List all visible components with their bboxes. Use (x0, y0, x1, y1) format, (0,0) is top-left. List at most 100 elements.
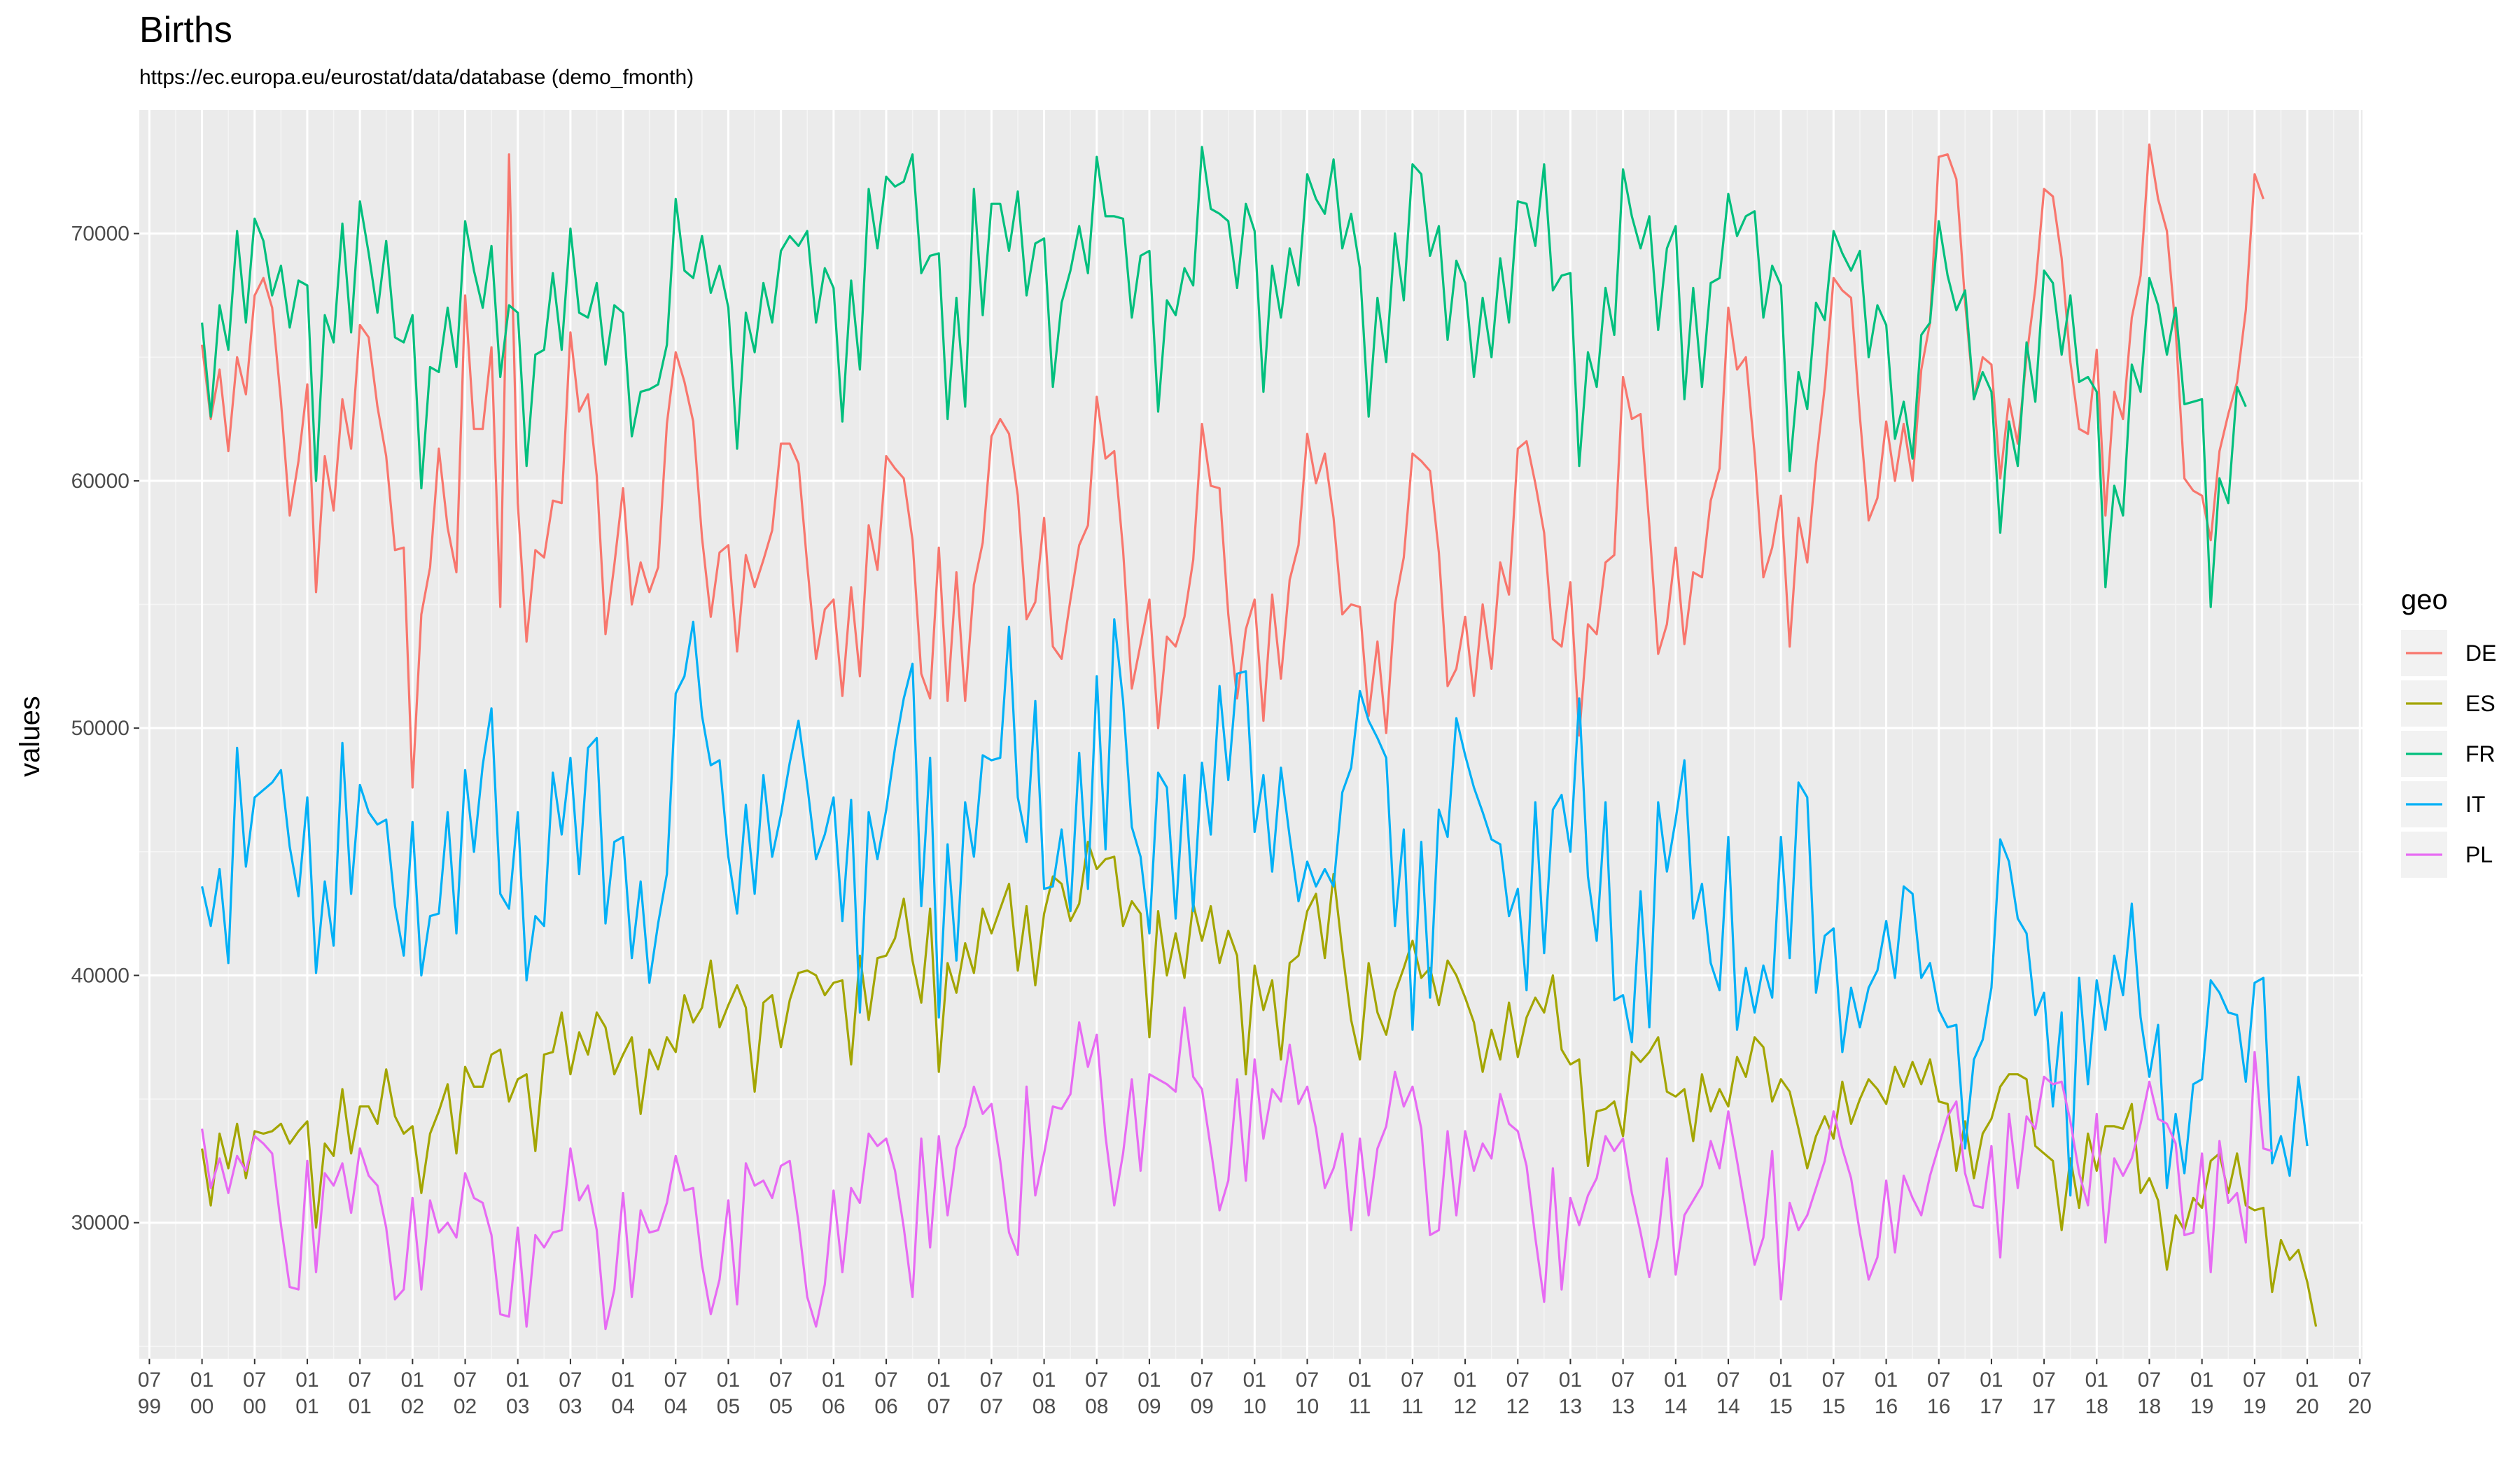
x-tick-label-month: 01 (1032, 1368, 1056, 1392)
x-tick-label-year: 11 (1349, 1395, 1371, 1418)
x-tick-label-year: 06 (822, 1395, 845, 1418)
x-tick-label-year: 16 (1875, 1395, 1898, 1418)
x-tick-label-month: 07 (2032, 1368, 2055, 1392)
x-tick-label-month: 01 (1664, 1368, 1687, 1392)
x-tick-label-month: 01 (1559, 1368, 1582, 1392)
x-tick-label-month: 07 (1927, 1368, 1950, 1392)
x-tick-label-year: 04 (664, 1395, 687, 1418)
x-tick-label-month: 07 (1190, 1368, 1213, 1392)
x-tick-label-year: 00 (243, 1395, 266, 1418)
x-tick-label-month: 01 (822, 1368, 845, 1392)
x-tick-label-year: 18 (2085, 1395, 2108, 1418)
x-tick-label-month: 01 (1980, 1368, 2003, 1392)
y-tick-label: 30000 (71, 1212, 130, 1235)
x-tick-label-month: 07 (769, 1368, 792, 1392)
x-tick-label-year: 15 (1770, 1395, 1793, 1418)
x-tick-label-month: 07 (980, 1368, 1003, 1392)
x-tick-label-month: 07 (454, 1368, 477, 1392)
x-tick-label-month: 07 (243, 1368, 266, 1392)
x-tick-label-year: 14 (1716, 1395, 1740, 1418)
x-tick-label-year: 19 (2243, 1395, 2266, 1418)
x-tick-label-month: 01 (1770, 1368, 1793, 1392)
x-tick-label-month: 07 (1611, 1368, 1634, 1392)
y-tick-label: 70000 (71, 223, 130, 246)
x-tick-label-month: 07 (138, 1368, 161, 1392)
x-tick-label-year: 04 (611, 1395, 634, 1418)
x-tick-label-month: 01 (1348, 1368, 1371, 1392)
x-tick-label-year: 18 (2138, 1395, 2161, 1418)
x-tick-label-year: 05 (717, 1395, 740, 1418)
legend-label-it: IT (2465, 792, 2485, 817)
chart-subtitle: https://ec.europa.eu/eurostat/data/datab… (139, 66, 694, 89)
x-tick-label-year: 01 (348, 1395, 371, 1418)
x-tick-label-month: 07 (1822, 1368, 1845, 1392)
x-tick-label-year: 08 (1085, 1395, 1108, 1418)
x-tick-label-month: 07 (559, 1368, 582, 1392)
x-tick-label-year: 08 (1032, 1395, 1056, 1418)
x-tick-label-month: 07 (348, 1368, 371, 1392)
x-tick-label-year: 06 (874, 1395, 897, 1418)
x-axis: 07 99 01 00 07 00 01 01 07 01 01 02 07 02 01 03 07 03 01 04… (138, 1359, 2372, 1418)
x-tick-label-month: 01 (1138, 1368, 1161, 1392)
x-tick-label-month: 07 (664, 1368, 687, 1392)
x-tick-label-month: 01 (401, 1368, 424, 1392)
y-axis-title: values (15, 696, 46, 777)
x-tick-label-year: 00 (190, 1395, 214, 1418)
y-tick-label: 50000 (71, 717, 130, 740)
x-tick-label-month: 01 (927, 1368, 951, 1392)
x-tick-label-month: 01 (295, 1368, 318, 1392)
x-tick-label-year: 05 (769, 1395, 792, 1418)
x-tick-label-month: 07 (1296, 1368, 1319, 1392)
y-tick-label: 60000 (71, 470, 130, 493)
x-tick-label-year: 16 (1927, 1395, 1950, 1418)
x-tick-label-month: 07 (2138, 1368, 2161, 1392)
series-line-pl (201, 1006, 2273, 1331)
legend-label-pl: PL (2465, 842, 2493, 867)
x-tick-label-month: 07 (2243, 1368, 2266, 1392)
x-tick-label-year: 20 (2295, 1395, 2318, 1418)
x-tick-label-month: 01 (1243, 1368, 1266, 1392)
x-tick-label-month: 07 (1085, 1368, 1108, 1392)
x-tick-label-year: 09 (1138, 1395, 1161, 1418)
x-tick-label-month: 07 (1716, 1368, 1740, 1392)
x-tick-label-year: 10 (1296, 1395, 1319, 1418)
x-tick-label-month: 01 (190, 1368, 214, 1392)
series-line-fr (201, 146, 2247, 608)
x-tick-label-year: 09 (1190, 1395, 1213, 1418)
chart-title: Births (139, 10, 232, 50)
x-tick-label-month: 07 (874, 1368, 897, 1392)
x-tick-label-year: 10 (1243, 1395, 1266, 1418)
x-tick-label-month: 01 (2190, 1368, 2213, 1392)
x-tick-label-year: 07 (980, 1395, 1003, 1418)
x-tick-label-year: 11 (1401, 1395, 1423, 1418)
x-tick-label-year: 03 (506, 1395, 529, 1418)
x-tick-label-year: 99 (138, 1395, 161, 1418)
plot-panel (139, 110, 2362, 1359)
x-tick-label-year: 13 (1611, 1395, 1634, 1418)
series-line-it (201, 618, 2309, 1197)
x-tick-label-year: 19 (2190, 1395, 2213, 1418)
x-tick-label-year: 03 (559, 1395, 582, 1418)
x-tick-label-year: 17 (1980, 1395, 2003, 1418)
series-line-de (201, 143, 2264, 789)
x-tick-label-month: 01 (506, 1368, 529, 1392)
x-tick-label-month: 01 (611, 1368, 634, 1392)
legend: geo DE ES FR IT PL (2401, 584, 2496, 878)
x-tick-label-month: 01 (2295, 1368, 2318, 1392)
x-tick-label-month: 01 (717, 1368, 740, 1392)
x-tick-label-month: 07 (1506, 1368, 1530, 1392)
x-tick-label-year: 07 (927, 1395, 951, 1418)
x-tick-label-month: 01 (2085, 1368, 2108, 1392)
legend-label-es: ES (2465, 691, 2496, 716)
legend-title: geo (2401, 584, 2448, 615)
x-tick-label-year: 12 (1453, 1395, 1476, 1418)
x-tick-label-year: 01 (295, 1395, 318, 1418)
legend-label-de: DE (2465, 640, 2496, 666)
major-gridlines (139, 110, 2362, 1359)
series-lines (201, 143, 2318, 1331)
x-tick-label-year: 14 (1664, 1395, 1687, 1418)
x-tick-label-year: 13 (1559, 1395, 1582, 1418)
x-tick-label-month: 07 (1401, 1368, 1424, 1392)
x-tick-label-month: 07 (2348, 1368, 2372, 1392)
